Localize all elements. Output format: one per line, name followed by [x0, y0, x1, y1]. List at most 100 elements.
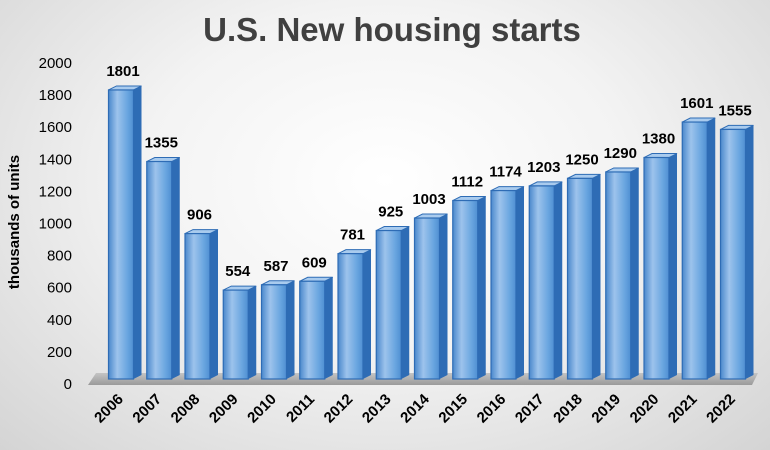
bar-front [528, 185, 555, 380]
bar [375, 226, 410, 380]
bar-front [375, 229, 402, 380]
bar-side [439, 214, 448, 379]
bar-side [516, 186, 524, 379]
bar [107, 85, 142, 380]
bar [605, 167, 639, 380]
x-tick-label: 2021 [665, 391, 701, 427]
y-tick-label: 1800 [39, 87, 72, 104]
y-tick-label: 0 [64, 376, 72, 393]
data-label: 1003 [412, 191, 445, 208]
y-tick-label: 200 [47, 344, 72, 361]
data-label: 781 [340, 227, 365, 244]
bar [260, 280, 295, 380]
x-tick-label: 2008 [168, 391, 204, 427]
y-axis-ticks: 0 200 400 600 800 1000 1200 1400 1600 1800 2000 [39, 55, 72, 393]
x-tick-label: 2020 [627, 391, 663, 427]
bar [719, 124, 754, 380]
x-tick-label: 2019 [588, 391, 624, 427]
bar [490, 186, 525, 380]
x-tick-label: 2018 [550, 391, 586, 427]
bar [146, 157, 180, 380]
x-tick-label: 2011 [283, 391, 318, 426]
chart-title: U.S. New housing starts [203, 11, 581, 48]
y-tick-label: 600 [47, 280, 72, 297]
x-tick-label: 2016 [474, 391, 510, 427]
y-tick-label: 1000 [39, 216, 72, 233]
bar [681, 117, 716, 380]
bar-front [643, 156, 670, 380]
bar [184, 229, 219, 380]
bar-side [477, 196, 486, 379]
y-tick-label: 400 [47, 312, 72, 329]
x-tick-label: 2009 [206, 391, 242, 427]
bar-side [286, 280, 295, 379]
bar-side [669, 153, 677, 379]
y-tick-label: 800 [47, 248, 72, 265]
x-tick-label: 2006 [91, 391, 127, 427]
data-label: 1250 [565, 151, 598, 168]
x-tick-label: 2017 [512, 391, 548, 427]
data-label: 1355 [145, 135, 178, 152]
data-label: 1174 [489, 164, 522, 181]
y-axis-label: thousands of units [6, 155, 23, 289]
bar-front [260, 284, 288, 380]
data-label: 906 [187, 207, 212, 224]
x-tick-label: 2014 [397, 390, 433, 426]
bar-side [592, 174, 601, 379]
bar-front [490, 189, 517, 380]
x-tick-label: 2012 [321, 391, 357, 427]
data-label: 1203 [527, 159, 560, 176]
data-labels: 1801 1355 906 554 587 609 781 925 1003 1112 1174 12… [106, 63, 751, 280]
bar-side [401, 226, 410, 379]
bar [643, 153, 678, 380]
bar-front [413, 217, 441, 380]
bar-side [707, 118, 716, 380]
bar-front [605, 171, 632, 380]
bar-side [133, 85, 142, 379]
y-tick-label: 1600 [39, 119, 72, 136]
data-label: 587 [263, 258, 288, 275]
data-label: 1380 [642, 131, 675, 148]
y-tick-label: 2000 [39, 55, 72, 72]
bar-front [681, 121, 708, 380]
data-label: 1112 [451, 174, 483, 191]
x-tick-label: 2015 [435, 391, 471, 427]
bars [107, 85, 754, 380]
x-tick-label: 2007 [129, 391, 165, 427]
bar [299, 276, 333, 380]
data-label: 925 [378, 204, 403, 221]
x-tick-label: 2013 [359, 391, 395, 427]
bar-front [146, 160, 173, 380]
bar [413, 213, 448, 380]
bar-side [363, 249, 371, 379]
bar [566, 173, 601, 380]
x-axis-ticks: 2006 2007 2008 2009 2010 2011 2012 2013 2014 2015… [91, 390, 739, 426]
data-label: 1801 [106, 63, 139, 80]
x-tick-label: 2010 [244, 391, 280, 427]
x-tick-label: 2022 [703, 391, 739, 427]
bar [222, 285, 257, 380]
bar-side [554, 181, 563, 379]
bar-front [222, 289, 249, 380]
bar [337, 249, 372, 380]
bar-front [566, 177, 594, 380]
bar-front [452, 199, 479, 380]
bar-side [324, 277, 333, 379]
bar-side [171, 157, 180, 379]
data-label: 1555 [718, 102, 751, 119]
bar-side [248, 286, 257, 379]
bar-front [719, 128, 747, 380]
data-label: 1290 [604, 145, 637, 162]
y-tick-label: 1200 [39, 183, 72, 200]
data-label: 609 [302, 254, 327, 271]
bar [528, 181, 563, 380]
bar-front [337, 253, 364, 380]
bar [452, 196, 486, 380]
data-label: 1601 [680, 95, 713, 112]
y-tick-label: 1400 [39, 151, 72, 168]
data-label: 554 [225, 263, 251, 280]
bar-side [745, 125, 754, 379]
bar-front [184, 232, 211, 380]
bar-front [299, 280, 326, 380]
